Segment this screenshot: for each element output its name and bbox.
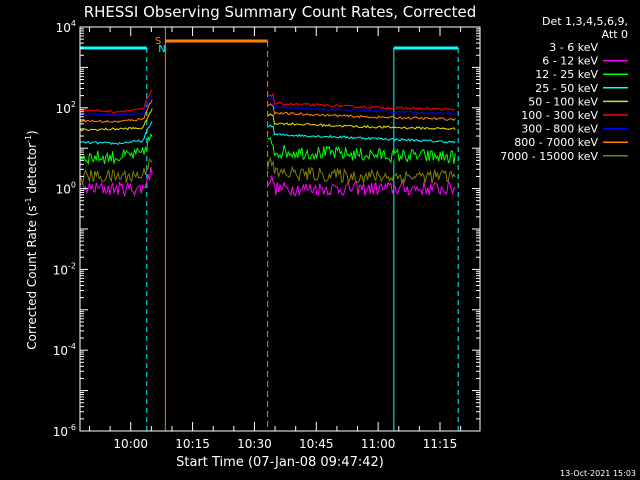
y-tick-label: 10-4 — [53, 342, 76, 358]
legend-label: 800 - 7000 keV — [514, 136, 598, 149]
series-line — [267, 124, 456, 144]
y-tick-base: 10 — [53, 425, 68, 439]
series-line — [267, 156, 456, 184]
y-tick-label: 102 — [56, 100, 76, 116]
series-line — [267, 97, 456, 116]
y-axis-label-mid: detector — [25, 143, 39, 198]
y-tick-exp: 2 — [71, 100, 76, 109]
plot-frame — [79, 26, 481, 432]
y-tick-base: 10 — [53, 263, 68, 277]
y-axis-label-sup2: -1 — [24, 135, 33, 143]
legend-header-1: Det 1,3,4,5,6,9, — [542, 15, 628, 28]
series-line — [267, 113, 456, 131]
x-tick-label: 10:45 — [299, 437, 334, 451]
legend-label: 50 - 100 keV — [528, 95, 598, 108]
x-tick-label: 11:15 — [423, 437, 458, 451]
y-tick-label: 104 — [56, 19, 76, 35]
flag-layer — [79, 27, 459, 431]
series-line — [79, 89, 153, 114]
legend-label: 12 - 25 keV — [535, 68, 598, 81]
footer-date: 13-Oct-2021 15:03 — [560, 469, 636, 478]
y-tick-exp: 0 — [71, 181, 76, 190]
y-axis-label-sup1: -1 — [24, 197, 33, 205]
series-line — [79, 121, 153, 146]
legend-label: 300 - 800 keV — [521, 123, 598, 136]
series-line — [79, 108, 153, 132]
x-tick-label: 10:30 — [237, 437, 272, 451]
saa-label-s: S — [155, 36, 161, 47]
y-axis-label: Corrected Count Rate (s-1 detector-1) — [24, 130, 39, 349]
series-line — [79, 140, 153, 177]
series-line — [267, 103, 456, 122]
y-tick-exp: -2 — [68, 261, 76, 270]
y-axis-label-end: ) — [25, 130, 39, 135]
series-line — [267, 175, 456, 197]
y-tick-label: 10-2 — [53, 261, 76, 277]
y-tick-base: 10 — [56, 183, 71, 197]
x-tick-label: 10:00 — [113, 437, 148, 451]
legend-label: 6 - 12 keV — [542, 55, 598, 68]
y-tick-label: 100 — [56, 181, 76, 197]
y-tick-exp: 4 — [71, 19, 76, 28]
series-line — [266, 139, 457, 171]
series-line — [79, 99, 153, 124]
legend-label: 3 - 6 keV — [549, 41, 598, 54]
y-tick-label: 10-6 — [53, 423, 76, 439]
saa-label-n: N — [158, 44, 165, 55]
x-axis-label: Start Time (07-Jan-08 09:47:42) — [176, 455, 384, 470]
y-tick-base: 10 — [56, 102, 71, 116]
chart-title: RHESSI Observing Summary Count Rates, Co… — [84, 3, 477, 21]
series-layer — [79, 89, 457, 198]
series-line — [267, 92, 456, 112]
x-tick-label: 11:00 — [361, 437, 396, 451]
y-axis-label-main: Corrected Count Rate (s — [25, 205, 39, 349]
series-line — [79, 133, 153, 166]
series-line — [79, 95, 153, 118]
x-tick-label: 10:15 — [175, 437, 210, 451]
y-tick-exp: -4 — [68, 342, 76, 351]
legend-label: 7000 - 15000 keV — [500, 150, 598, 163]
y-tick-base: 10 — [53, 344, 68, 358]
saa-labels: S N — [155, 36, 166, 55]
legend-label: 100 - 300 keV — [521, 109, 598, 122]
series-line — [267, 136, 456, 165]
series-line — [79, 167, 153, 198]
legend-header-2: Att 0 — [602, 28, 628, 41]
series-line — [79, 158, 153, 185]
legend-label: 25 - 50 keV — [535, 82, 598, 95]
y-tick-exp: -6 — [68, 423, 76, 432]
y-tick-base: 10 — [56, 21, 71, 35]
